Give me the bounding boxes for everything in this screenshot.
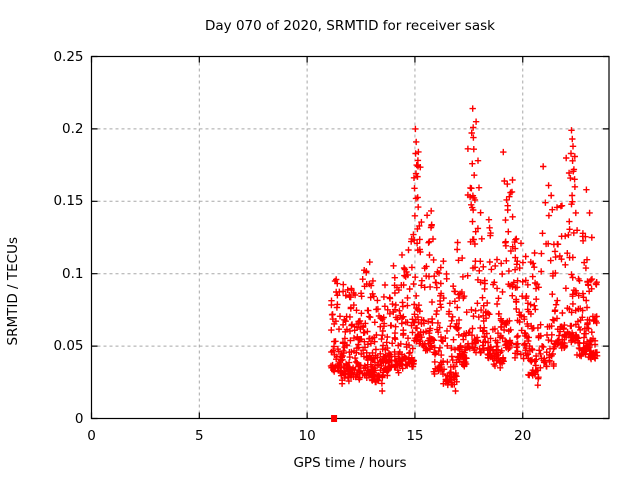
grid-lines bbox=[91, 56, 609, 419]
y-tick-label: 0.05 bbox=[53, 338, 84, 355]
x-tick-label: 10 bbox=[298, 427, 316, 444]
zero-value-marker bbox=[331, 415, 338, 422]
x-tick-label: 20 bbox=[514, 427, 532, 444]
y-tick-label: 0.25 bbox=[53, 48, 84, 65]
plot-border bbox=[90, 55, 610, 420]
x-axis-label: GPS time / hours bbox=[293, 455, 407, 471]
y-tick-label: 0.1 bbox=[62, 265, 84, 282]
y-tick-label: 0.2 bbox=[62, 120, 84, 137]
y-tick-label: 0.15 bbox=[53, 193, 84, 210]
x-tick-label: 5 bbox=[195, 427, 204, 444]
scatter-points bbox=[327, 105, 601, 395]
chart-title: Day 070 of 2020, SRMTID for receiver sas… bbox=[205, 18, 495, 34]
x-tick-label: 15 bbox=[406, 427, 424, 444]
y-tick-label: 0 bbox=[74, 410, 84, 427]
x-tick-label: 0 bbox=[87, 427, 96, 444]
